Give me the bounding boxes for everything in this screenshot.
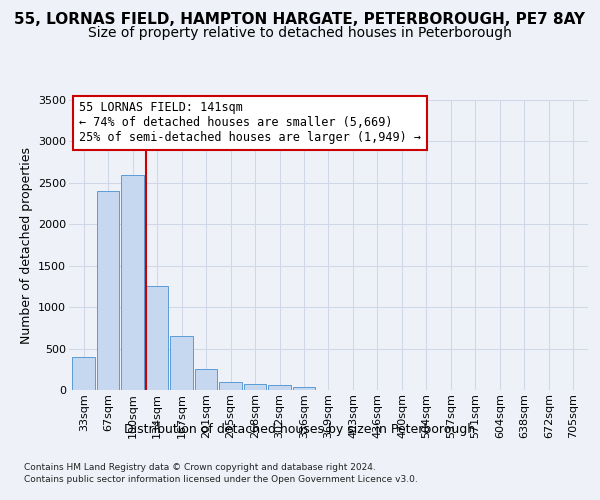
Bar xyxy=(121,174,144,390)
Text: 55, LORNAS FIELD, HAMPTON HARGATE, PETERBOROUGH, PE7 8AY: 55, LORNAS FIELD, HAMPTON HARGATE, PETER… xyxy=(14,12,586,28)
Text: Distribution of detached houses by size in Peterborough: Distribution of detached houses by size … xyxy=(124,422,476,436)
Bar xyxy=(220,382,242,390)
Bar xyxy=(73,357,95,390)
Text: Contains public sector information licensed under the Open Government Licence v3: Contains public sector information licen… xyxy=(24,475,418,484)
Text: Size of property relative to detached houses in Peterborough: Size of property relative to detached ho… xyxy=(88,26,512,40)
Bar xyxy=(170,336,193,390)
Bar xyxy=(97,191,119,390)
Y-axis label: Number of detached properties: Number of detached properties xyxy=(20,146,32,344)
Text: Contains HM Land Registry data © Crown copyright and database right 2024.: Contains HM Land Registry data © Crown c… xyxy=(24,462,376,471)
Bar xyxy=(146,286,169,390)
Bar xyxy=(195,370,217,390)
Bar xyxy=(293,386,315,390)
Text: 55 LORNAS FIELD: 141sqm
← 74% of detached houses are smaller (5,669)
25% of semi: 55 LORNAS FIELD: 141sqm ← 74% of detache… xyxy=(79,102,421,144)
Bar xyxy=(244,384,266,390)
Bar xyxy=(268,385,291,390)
